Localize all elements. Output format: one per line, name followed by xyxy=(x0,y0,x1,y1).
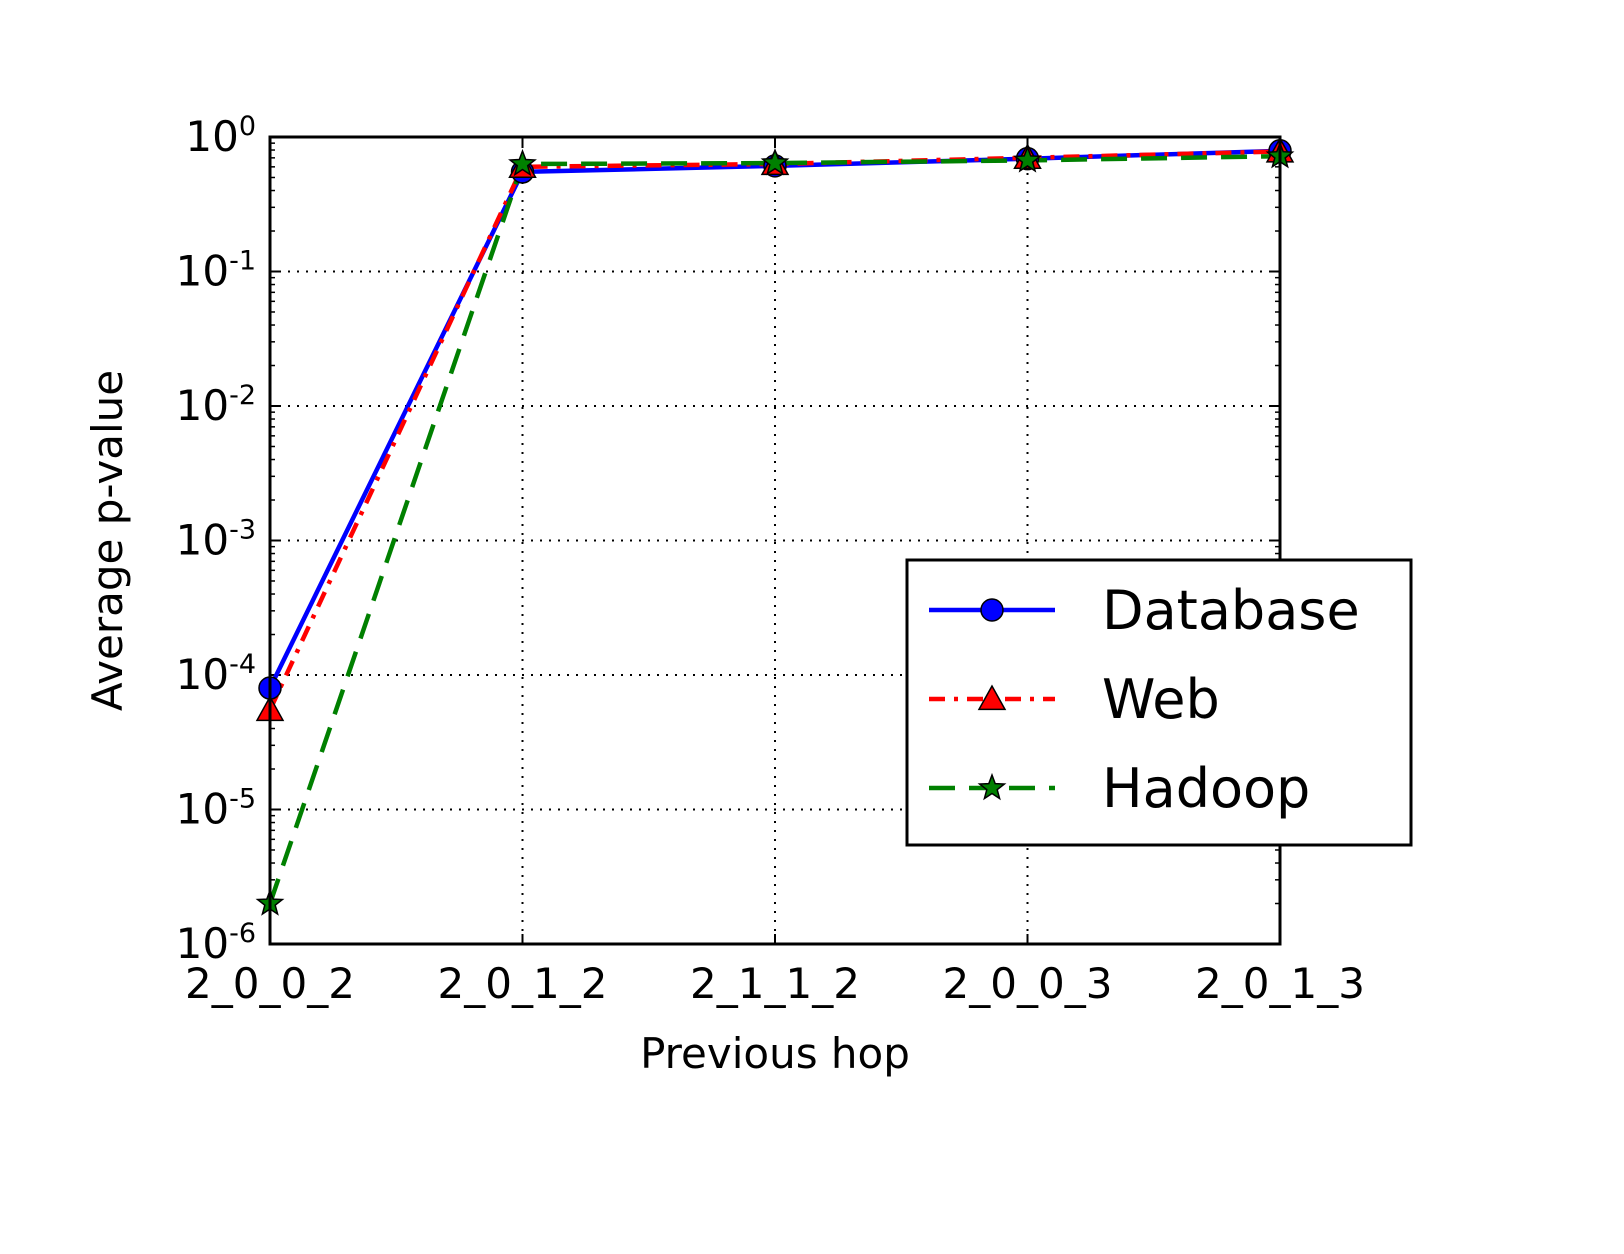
y-axis-label: Average p-value xyxy=(83,370,132,711)
y-tick-label: 10-6 xyxy=(176,918,256,968)
data-point-hadoop xyxy=(1013,145,1042,173)
y-tick-label: 100 xyxy=(185,111,256,161)
x-tick-label: 2_0_1_3 xyxy=(1195,959,1365,1008)
legend: Database Web Hadoop xyxy=(905,558,1413,847)
legend-label-hadoop: Hadoop xyxy=(1102,757,1310,820)
x-tick-label: 2_1_1_2 xyxy=(690,959,860,1008)
x-tick-label: 2_0_0_3 xyxy=(943,959,1113,1008)
y-tick-label: 10-3 xyxy=(176,515,256,565)
y-tick-label: 10-4 xyxy=(176,649,256,699)
y-tick-label: 10-2 xyxy=(176,380,256,430)
y-tick-labels: 100 10-1 10-2 10-3 10-4 10-5 10-6 xyxy=(176,111,256,968)
legend-label-database: Database xyxy=(1102,579,1360,642)
legend-marker-database xyxy=(980,598,1004,622)
y-tick-label: 10-5 xyxy=(176,784,256,834)
legend-marker-web xyxy=(977,684,1007,711)
data-point-hadoop xyxy=(760,147,790,176)
series-line-hadoop xyxy=(267,153,1281,905)
legend-marker-hadoop xyxy=(977,772,1007,801)
y-tick-label: 10-1 xyxy=(176,246,256,296)
legend-label-web: Web xyxy=(1102,668,1220,731)
x-axis-label: Previous hop xyxy=(640,1029,910,1078)
x-tick-label: 2_0_1_2 xyxy=(438,959,608,1008)
plot-area xyxy=(268,135,1282,946)
x-tick-label: 2_0_0_2 xyxy=(185,959,355,1008)
x-tick-labels: 2_0_0_2 2_0_1_2 2_1_1_2 2_0_0_3 2_0_1_3 xyxy=(185,959,1365,1008)
grid-lines xyxy=(270,137,1280,944)
data-point-hadoop xyxy=(508,148,537,177)
